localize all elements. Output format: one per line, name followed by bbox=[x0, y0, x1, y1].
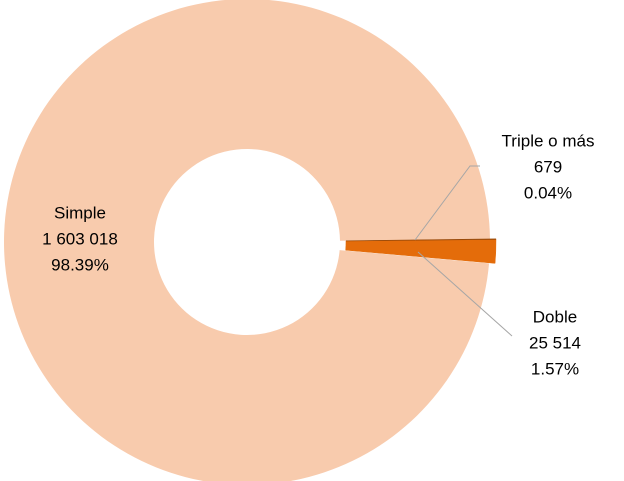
percentage-label: 98.39% bbox=[51, 255, 109, 274]
percentage-label: 0.04% bbox=[524, 183, 572, 202]
donut-slice bbox=[345, 238, 497, 242]
value-label: 1 603 018 bbox=[42, 229, 118, 248]
slice-label: Simple bbox=[54, 203, 106, 222]
value-label: 25 514 bbox=[529, 333, 581, 352]
slice-label: Triple o más bbox=[502, 131, 595, 150]
donut-slice bbox=[4, 0, 490, 481]
value-label: 679 bbox=[534, 157, 562, 176]
leader-line bbox=[417, 251, 513, 337]
leader-line bbox=[414, 165, 480, 241]
percentage-label: 1.57% bbox=[531, 359, 579, 378]
slice-label: Doble bbox=[533, 307, 577, 326]
